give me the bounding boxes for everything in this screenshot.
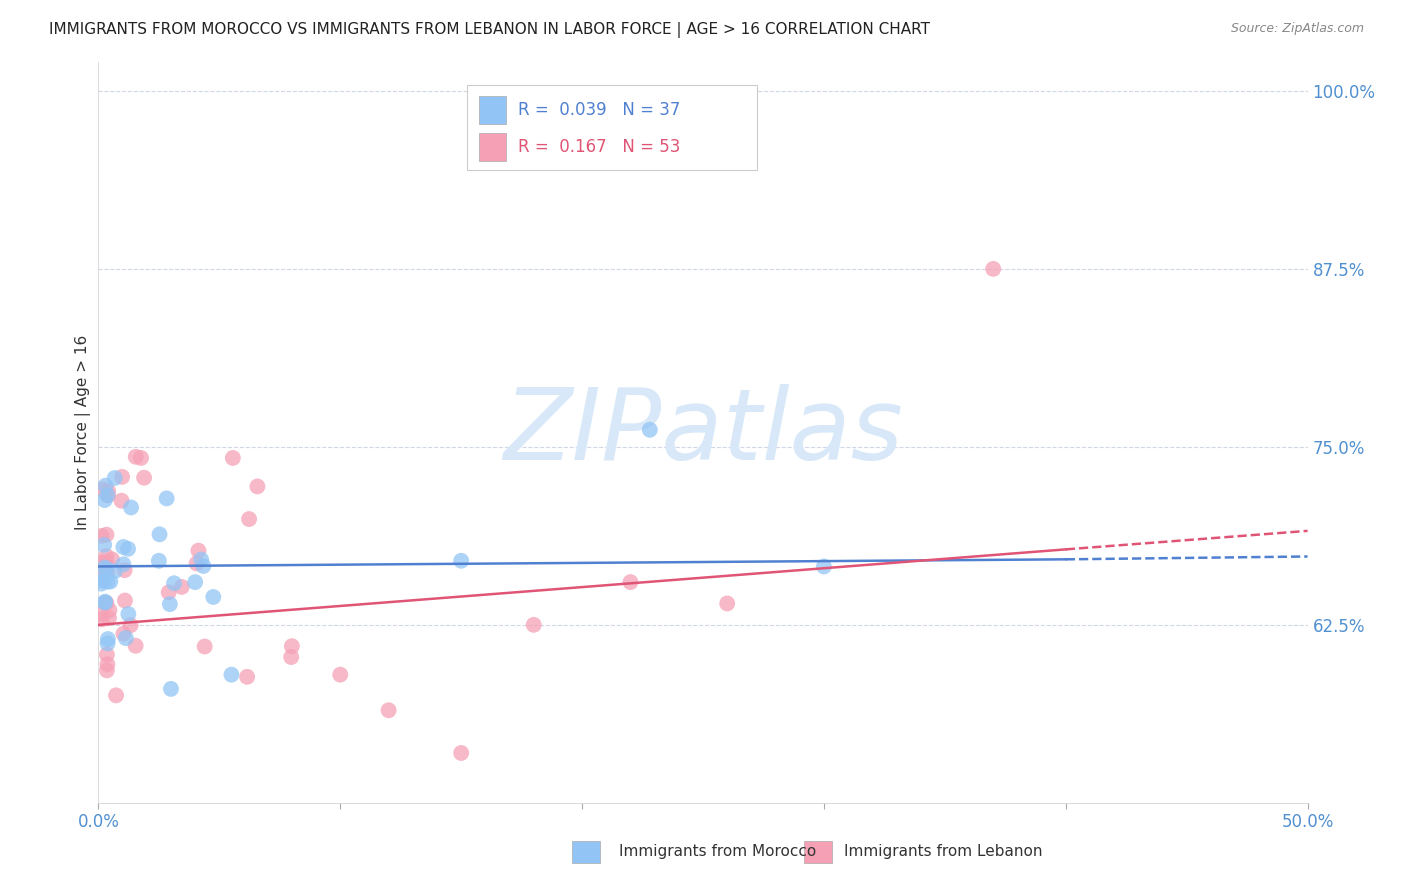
Point <box>238 512 260 526</box>
Point <box>124 639 146 653</box>
Point <box>157 585 180 599</box>
Point <box>90 576 112 591</box>
Point <box>329 667 352 681</box>
Point <box>96 565 118 579</box>
Point <box>132 471 155 485</box>
Point <box>90 612 112 626</box>
Point <box>280 650 302 665</box>
FancyBboxPatch shape <box>467 85 758 169</box>
Point <box>96 527 118 541</box>
Point <box>450 746 472 760</box>
Point <box>236 670 259 684</box>
Point <box>377 703 399 717</box>
Point <box>93 538 115 552</box>
Point <box>97 488 120 502</box>
Point <box>96 488 118 502</box>
Point <box>222 450 245 465</box>
Point <box>120 500 142 515</box>
Point <box>97 574 120 589</box>
Point <box>813 559 835 574</box>
Text: Immigrants from Morocco: Immigrants from Morocco <box>619 845 815 859</box>
Point <box>129 450 152 465</box>
Point <box>98 574 121 589</box>
Text: R =  0.039   N = 37: R = 0.039 N = 37 <box>517 101 681 119</box>
Point <box>114 563 136 577</box>
Point <box>98 603 121 617</box>
Point <box>450 554 472 568</box>
Text: Source: ZipAtlas.com: Source: ZipAtlas.com <box>1230 22 1364 36</box>
Point <box>156 491 179 506</box>
Point <box>91 555 114 569</box>
Point <box>184 575 207 590</box>
Point <box>281 639 304 653</box>
Point <box>190 552 212 566</box>
Point <box>117 607 139 621</box>
Point <box>101 552 124 566</box>
Point <box>115 631 138 645</box>
Point <box>148 554 170 568</box>
Point <box>170 580 193 594</box>
Point <box>111 470 134 484</box>
Bar <box>479 133 506 161</box>
Point <box>112 540 135 554</box>
Point <box>96 648 118 662</box>
Point <box>97 484 120 499</box>
Point <box>112 626 135 640</box>
Point <box>716 597 738 611</box>
Point <box>91 563 114 577</box>
Point <box>97 632 120 646</box>
Point <box>638 423 661 437</box>
Text: IMMIGRANTS FROM MOROCCO VS IMMIGRANTS FROM LEBANON IN LABOR FORCE | AGE > 16 COR: IMMIGRANTS FROM MOROCCO VS IMMIGRANTS FR… <box>49 22 931 38</box>
Point <box>186 557 208 571</box>
Point <box>90 607 112 621</box>
Point <box>202 590 225 604</box>
Point <box>117 541 139 556</box>
Point <box>105 689 128 703</box>
Point <box>523 617 546 632</box>
Point <box>94 478 117 492</box>
Point <box>90 529 112 543</box>
Point <box>148 527 170 541</box>
Point <box>246 479 269 493</box>
Point <box>112 558 135 572</box>
Text: R =  0.167   N = 53: R = 0.167 N = 53 <box>517 138 681 156</box>
Point <box>96 555 118 569</box>
Bar <box>479 95 506 124</box>
Point <box>619 575 641 590</box>
Point <box>98 611 121 625</box>
Point <box>93 493 115 508</box>
Point <box>981 261 1004 276</box>
Point <box>160 681 183 696</box>
Point <box>194 640 217 654</box>
Point <box>96 549 118 563</box>
Point <box>91 574 114 588</box>
Point <box>94 596 117 610</box>
Point <box>96 657 118 672</box>
Point <box>96 664 118 678</box>
Point <box>104 471 127 485</box>
Point <box>120 618 142 632</box>
Text: Immigrants from Lebanon: Immigrants from Lebanon <box>844 845 1042 859</box>
Point <box>93 560 115 574</box>
Point <box>96 562 118 576</box>
Point <box>96 596 118 610</box>
Y-axis label: In Labor Force | Age > 16: In Labor Force | Age > 16 <box>76 335 91 530</box>
Point <box>159 597 181 611</box>
Point <box>193 558 215 573</box>
Point <box>110 493 132 508</box>
Point <box>97 636 120 650</box>
Point <box>104 564 127 578</box>
Point <box>221 667 243 681</box>
Point <box>94 595 117 609</box>
Point <box>163 576 186 591</box>
Text: ZIPatlas: ZIPatlas <box>503 384 903 481</box>
Point <box>91 482 114 496</box>
Point <box>187 543 209 558</box>
Point <box>93 573 115 587</box>
Point <box>125 450 148 464</box>
Point <box>114 593 136 607</box>
